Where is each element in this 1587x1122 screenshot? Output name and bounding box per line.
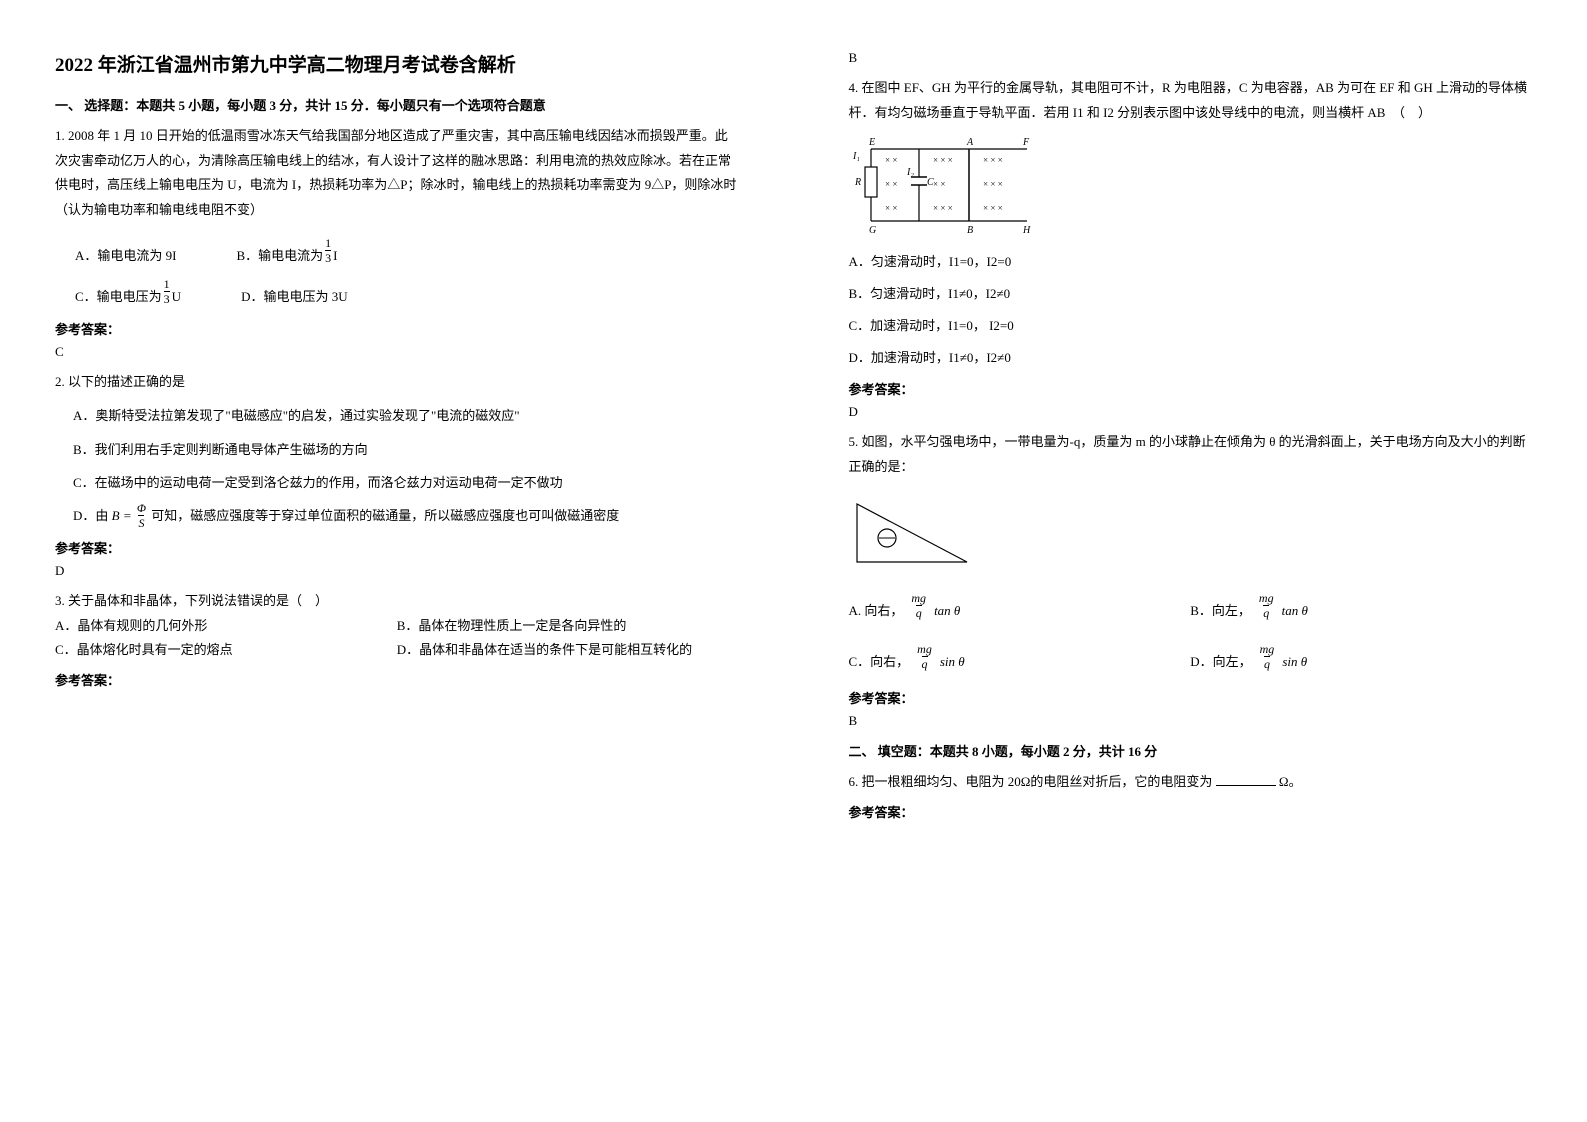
fraction-mg-q: mgq: [911, 592, 926, 619]
q3-opt-b: B．晶体在物理性质上一定是各向异性的: [397, 615, 739, 637]
q3-options: A．晶体有规则的几何外形 B．晶体在物理性质上一定是各向异性的 C．晶体熔化时具…: [55, 615, 739, 661]
q5-answer: B: [849, 713, 1533, 729]
circuit-diagram: E A F G B H R C I₁ I₂ × ×× × ×× × × × ××…: [849, 135, 1533, 239]
q5-opt-b-prefix: B．向左，: [1190, 600, 1251, 619]
formula-b-phi-s: B = ΦS: [112, 502, 148, 529]
q5-opt-a: A. 向右， mgq tan θ: [849, 592, 1191, 619]
q1-opt-c-prefix: C．输电电压为: [75, 286, 162, 305]
sin-theta: sin θ: [1282, 654, 1307, 670]
fraction-mg-q: mgq: [1260, 643, 1275, 670]
q2-opt-d: D．由 B = ΦS 可知，磁感应强度等于穿过单位面积的磁通量，所以磁感应强度也…: [73, 502, 739, 529]
svg-text:× ×: × ×: [933, 179, 945, 189]
incline-diagram: [849, 492, 1533, 574]
svg-text:× ×: × ×: [885, 203, 897, 213]
question-2: 2. 以下的描述正确的是: [55, 370, 739, 395]
q5-options: A. 向右， mgq tan θ B．向左， mgq tan θ C．向右， m…: [849, 592, 1533, 670]
q5-opt-a-prefix: A. 向右，: [849, 600, 904, 619]
q1-opt-b-prefix: B．输电电流为: [236, 245, 323, 264]
section-2-header: 二、 填空题：本题共 8 小题，每小题 2 分，共计 16 分: [849, 741, 1533, 760]
svg-text:B: B: [967, 225, 973, 235]
svg-text:I₂: I₂: [906, 167, 914, 178]
svg-text:G: G: [869, 225, 876, 235]
answer-label: 参考答案：: [849, 379, 1533, 398]
q4-opt-d: D．加速滑动时，I1≠0，I2≠0: [849, 345, 1533, 371]
sin-theta: sin θ: [940, 654, 965, 670]
q5-opt-c: C．向右， mgq sin θ: [849, 643, 1191, 670]
fill-blank: [1216, 773, 1276, 786]
q2-opt-d-prefix: D．由: [73, 508, 112, 523]
svg-text:× × ×: × × ×: [933, 203, 953, 213]
q1-opt-a: A．输电电流为 9I: [75, 245, 176, 264]
q4-text: 4. 在图中 EF、GH 为平行的金属导轨，其电阻可不计，R 为电阻器，C 为电…: [849, 76, 1533, 125]
page-right: B 4. 在图中 EF、GH 为平行的金属导轨，其电阻可不计，R 为电阻器，C …: [794, 0, 1587, 1122]
q6-suffix: Ω。: [1279, 774, 1302, 789]
question-6: 6. 把一根粗细均匀、电阻为 20Ω的电阻丝对折后，它的电阻变为 Ω。: [849, 770, 1533, 795]
svg-text:× × ×: × × ×: [983, 203, 1003, 213]
q2-opt-d-suffix: 可知，磁感应强度等于穿过单位面积的磁通量，所以磁感应强度也可叫做磁通密度: [151, 508, 619, 523]
svg-text:H: H: [1022, 225, 1031, 235]
answer-label: 参考答案：: [55, 538, 739, 557]
q1-opt-c-suffix: U: [172, 289, 181, 305]
q1-opt-d: D．输电电压为 3U: [241, 286, 348, 305]
q1-opt-b-suffix: I: [333, 248, 337, 264]
q1-text: 1. 2008 年 1 月 10 日开始的低温雨雪冰冻天气给我国部分地区造成了严…: [55, 124, 739, 223]
q1-opt-b: B．输电电流为 13 I: [236, 237, 337, 264]
q1-options-row-1: A．输电电流为 9I B．输电电流为 13 I: [75, 237, 739, 264]
answer-label: 参考答案：: [55, 319, 739, 338]
q4-answer: D: [849, 404, 1533, 420]
question-1: 1. 2008 年 1 月 10 日开始的低温雨雪冰冻天气给我国部分地区造成了严…: [55, 124, 739, 223]
svg-text:× × ×: × × ×: [983, 179, 1003, 189]
answer-label: 参考答案：: [849, 688, 1533, 707]
q6-text: 6. 把一根粗细均匀、电阻为 20Ω的电阻丝对折后，它的电阻变为 Ω。: [849, 770, 1533, 795]
q3-opt-c: C．晶体熔化时具有一定的熔点: [55, 639, 397, 661]
q1-answer: C: [55, 344, 739, 360]
q2-opt-a: A．奥斯特受法拉第发现了"电磁感应"的启发，通过实验发现了"电流的磁效应": [73, 402, 739, 429]
q3-opt-a: A．晶体有规则的几何外形: [55, 615, 397, 637]
q1-options-row-2: C．输电电压为 13 U D．输电电压为 3U: [75, 278, 739, 305]
q4-options: A．匀速滑动时，I1=0，I2=0 B．匀速滑动时，I1≠0，I2≠0 C．加速…: [849, 249, 1533, 371]
q2-stem: 2. 以下的描述正确的是: [55, 370, 739, 395]
svg-text:E: E: [868, 137, 875, 148]
exam-title: 2022 年浙江省温州市第九中学高二物理月考试卷含解析: [55, 50, 739, 77]
svg-text:× ×: × ×: [885, 179, 897, 189]
section-1-header: 一、 选择题：本题共 5 小题，每小题 3 分，共计 15 分．每小题只有一个选…: [55, 95, 739, 114]
answer-label: 参考答案：: [55, 670, 739, 689]
q5-text: 5. 如图，水平匀强电场中，一带电量为-q，质量为 m 的小球静止在倾角为 θ …: [849, 430, 1533, 479]
fraction-mg-q: mgq: [1259, 592, 1274, 619]
svg-text:I₁: I₁: [852, 151, 860, 162]
svg-text:A: A: [966, 137, 974, 148]
q3-opt-d: D．晶体和非晶体在适当的条件下是可能相互转化的: [397, 639, 739, 661]
q5-opt-c-prefix: C．向右，: [849, 651, 910, 670]
q2-answer: D: [55, 563, 739, 579]
svg-text:× × ×: × × ×: [983, 155, 1003, 165]
tan-theta: tan θ: [934, 603, 960, 619]
svg-text:× ×: × ×: [885, 155, 897, 165]
q5-opt-b: B．向左， mgq tan θ: [1190, 592, 1532, 619]
question-5: 5. 如图，水平匀强电场中，一带电量为-q，质量为 m 的小球静止在倾角为 θ …: [849, 430, 1533, 479]
q3-answer: B: [849, 50, 1533, 66]
q3-stem: 3. 关于晶体和非晶体，下列说法错误的是（ ）: [55, 589, 739, 614]
tan-theta: tan θ: [1282, 603, 1308, 619]
q5-opt-d-prefix: D．向左，: [1190, 651, 1251, 670]
svg-text:× × ×: × × ×: [933, 155, 953, 165]
q2-options: A．奥斯特受法拉第发现了"电磁感应"的启发，通过实验发现了"电流的磁效应" B．…: [73, 402, 739, 529]
fraction-1-3: 13: [164, 278, 170, 305]
q2-opt-b: B．我们利用右手定则判断通电导体产生磁场的方向: [73, 436, 739, 463]
question-4: 4. 在图中 EF、GH 为平行的金属导轨，其电阻可不计，R 为电阻器，C 为电…: [849, 76, 1533, 125]
q4-opt-a: A．匀速滑动时，I1=0，I2=0: [849, 249, 1533, 275]
q6-prefix: 6. 把一根粗细均匀、电阻为 20Ω的电阻丝对折后，它的电阻变为: [849, 774, 1213, 789]
svg-text:R: R: [854, 177, 861, 188]
svg-text:F: F: [1022, 137, 1030, 148]
fraction-1-3: 13: [325, 237, 331, 264]
fraction-mg-q: mgq: [917, 643, 932, 670]
q4-opt-b: B．匀速滑动时，I1≠0，I2≠0: [849, 281, 1533, 307]
q4-opt-c: C．加速滑动时，I1=0， I2=0: [849, 313, 1533, 339]
page-left: 2022 年浙江省温州市第九中学高二物理月考试卷含解析 一、 选择题：本题共 5…: [0, 0, 794, 1122]
q5-opt-d: D．向左， mgq sin θ: [1190, 643, 1532, 670]
answer-label: 参考答案：: [849, 802, 1533, 821]
q1-opt-c: C．输电电压为 13 U: [75, 278, 181, 305]
question-3: 3. 关于晶体和非晶体，下列说法错误的是（ ） A．晶体有规则的几何外形 B．晶…: [55, 589, 739, 662]
q2-opt-c: C．在磁场中的运动电荷一定受到洛仑兹力的作用，而洛仑兹力对运动电荷一定不做功: [73, 469, 739, 496]
